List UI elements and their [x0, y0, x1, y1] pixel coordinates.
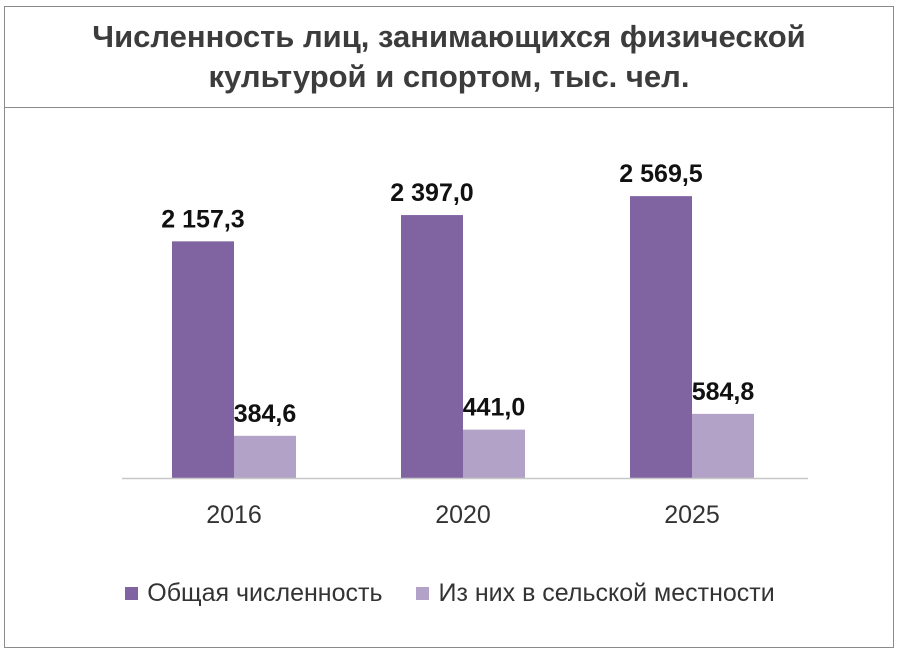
x-tick-label-2020: 2020	[435, 501, 491, 529]
data-label-total-2020: 2 397,0	[390, 179, 473, 207]
bar-total-2025	[630, 196, 692, 478]
bar-rural-2025	[692, 413, 754, 478]
legend: Общая численность Из них в сельской местн…	[0, 575, 900, 611]
data-label-total-2016: 2 157,3	[161, 205, 244, 233]
data-label-rural-2025: 584,8	[692, 378, 755, 406]
bar-total-2020	[401, 215, 463, 478]
data-label-rural-2020: 441,0	[463, 394, 526, 422]
x-tick-label-2025: 2025	[664, 501, 720, 529]
x-tick-label-2016: 2016	[206, 501, 262, 529]
legend-swatch	[416, 586, 430, 600]
data-label-rural-2016: 384,6	[234, 400, 297, 428]
data-label-total-2025: 2 569,5	[619, 160, 703, 188]
bar-rural-2020	[463, 429, 525, 478]
legend-item-total: Общая численность	[125, 579, 382, 608]
legend-swatch	[125, 586, 139, 600]
chart-title: Численность лиц, занимающихся физической…	[92, 19, 806, 94]
chart-frame: Численность лиц, занимающихся физической…	[4, 6, 894, 648]
title-box: Численность лиц, занимающихся физической…	[5, 7, 893, 108]
legend-label: Общая численность	[147, 578, 383, 607]
bar-total-2016	[172, 241, 234, 478]
legend-label: Из них в сельской местности	[438, 578, 775, 607]
bar-rural-2016	[234, 435, 296, 478]
legend-item-rural: Из них в сельской местности	[416, 578, 775, 608]
